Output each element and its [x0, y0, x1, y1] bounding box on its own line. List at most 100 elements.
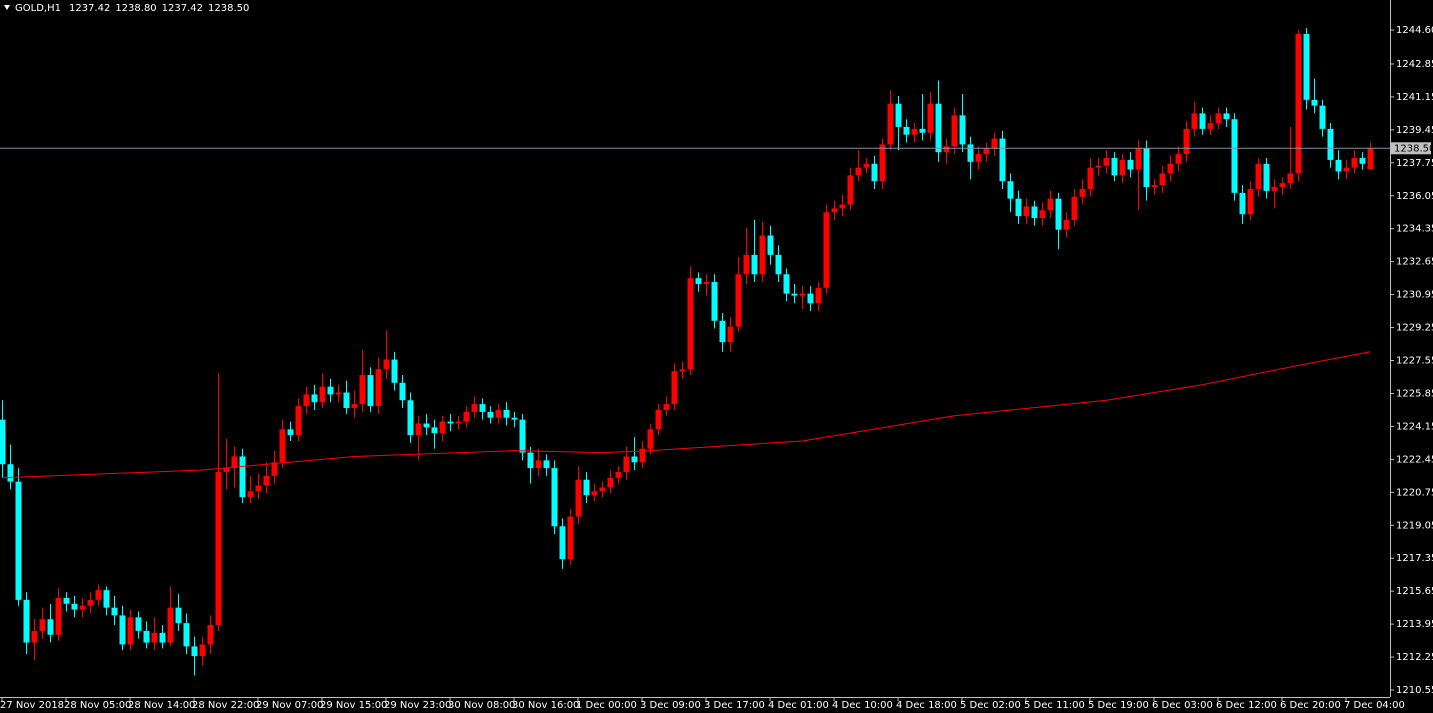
candle-body [215, 471, 222, 626]
candle-body [567, 516, 574, 560]
candle-body [1127, 159, 1134, 170]
candle-body [455, 421, 462, 424]
candle-body [919, 128, 926, 133]
candle-body [407, 400, 414, 436]
candle-body [999, 138, 1006, 182]
candle-body [1023, 206, 1030, 217]
candle-body [607, 477, 614, 488]
candle-body [223, 468, 230, 472]
candle-body [1335, 159, 1342, 172]
candle-body [399, 382, 406, 401]
candle-body [503, 409, 510, 418]
candle-body [1271, 187, 1278, 191]
x-tick-label: 7 Dec 04:00 [1344, 700, 1405, 711]
x-tick-label: 29 Nov 07:00 [256, 700, 323, 711]
candle-body [623, 456, 630, 472]
x-tick-label: 4 Dec 01:00 [768, 700, 829, 711]
y-tick-label: 1220.75 [1396, 487, 1433, 498]
candle-body [327, 386, 334, 395]
candle-body [847, 175, 854, 205]
candle-body [551, 468, 558, 527]
x-tick-label: 6 Dec 03:00 [1152, 700, 1213, 711]
candle-body [79, 605, 86, 610]
candle-body [1047, 198, 1054, 211]
x-tick-label: 3 Dec 17:00 [704, 700, 765, 711]
candle-body [903, 126, 910, 135]
candle-body [183, 623, 190, 647]
candle-body [791, 293, 798, 296]
moving-average [2, 351, 1371, 479]
candle-body [975, 154, 982, 162]
x-tick-label: 29 Nov 15:00 [320, 700, 387, 711]
candle-body [351, 404, 358, 409]
candle-body [719, 320, 726, 343]
price-label-box [1391, 142, 1431, 155]
candle-body [799, 293, 806, 296]
candle-body [879, 144, 886, 182]
y-tick-label: 1241.15 [1396, 92, 1433, 103]
candle-body [1079, 188, 1086, 197]
candle-body [1303, 33, 1310, 100]
candle-body [807, 293, 814, 304]
y-tick-label: 1236.05 [1396, 191, 1433, 202]
candle-body [1247, 188, 1254, 215]
candle-body [687, 278, 694, 370]
candle-body [231, 456, 238, 469]
candle-body [7, 464, 14, 482]
candle-body [239, 456, 246, 498]
candle-body [615, 471, 622, 478]
menu-triangle[interactable] [4, 5, 10, 10]
candle-body [495, 409, 502, 418]
y-tick-label: 1230.95 [1396, 290, 1433, 301]
candle-body [359, 375, 366, 405]
candle-body [751, 254, 758, 275]
candle-body [287, 429, 294, 436]
candle-body [631, 456, 638, 463]
candle-body [383, 359, 390, 370]
candle-body [127, 617, 134, 645]
candle-body [1143, 148, 1150, 188]
candle-body [743, 254, 750, 275]
y-tick-label: 1225.85 [1396, 388, 1433, 399]
candle-body [247, 491, 254, 498]
candle-body [295, 406, 302, 436]
x-tick-label: 28 Nov 14:00 [128, 700, 195, 711]
y-tick-label: 1232.65 [1396, 257, 1433, 268]
candle-body [1215, 113, 1222, 124]
x-tick-label: 28 Nov 22:00 [192, 700, 259, 711]
candle-body [31, 630, 38, 643]
candle-body [1007, 181, 1014, 199]
candle-body [1111, 157, 1118, 176]
candle-body [319, 386, 326, 403]
candle-body [511, 417, 518, 420]
candle-body [167, 607, 174, 643]
header-value: 1237.42 [69, 3, 110, 14]
y-tick-label: 1244.60 [1396, 25, 1433, 36]
candle-body [151, 632, 158, 643]
y-tick-label: 1237.75 [1396, 158, 1433, 169]
candle-body [143, 630, 150, 643]
candle-body [759, 235, 766, 275]
candle-body [1207, 123, 1214, 129]
candle-body [815, 287, 822, 304]
candle-body [823, 212, 830, 288]
candle-body [375, 369, 382, 407]
candle-body [1031, 206, 1038, 219]
candle-body [1327, 128, 1334, 160]
y-tick-label: 1219.05 [1396, 520, 1433, 531]
candle-body [159, 632, 166, 643]
candle-body [527, 452, 534, 469]
header-value: 1238.80 [115, 3, 156, 14]
y-tick-label: 1212.25 [1396, 652, 1433, 663]
y-tick-label: 1234.35 [1396, 224, 1433, 235]
candle-body [671, 371, 678, 405]
candle-body [639, 448, 646, 463]
candle-body [103, 590, 110, 608]
candle-body [1015, 198, 1022, 217]
candle-body [1055, 198, 1062, 230]
y-tick-label: 1242.85 [1396, 59, 1433, 70]
candle-body [95, 590, 102, 600]
x-tick-label: 28 Nov 05:00 [64, 700, 131, 711]
candle-body [911, 128, 918, 135]
candle-body [447, 421, 454, 424]
